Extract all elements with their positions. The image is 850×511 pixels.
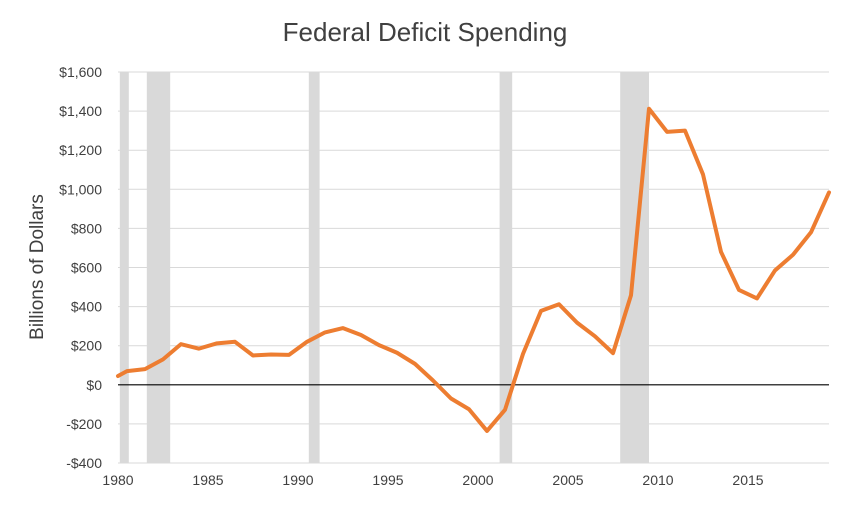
x-tick-label: 1980 [102,472,133,488]
x-tick-label: 2005 [552,472,583,488]
y-tick-label: $1,000 [59,181,102,197]
y-tick-label: $600 [71,260,102,276]
y-tick-label: $0 [86,377,102,393]
x-tick-labels: 1980 1985 1990 1995 2000 2005 2010 2015 [102,472,763,488]
x-tick-label: 1995 [372,472,403,488]
y-tick-label: $200 [71,338,102,354]
x-tick-label: 1985 [192,472,223,488]
series-line-0 [116,106,831,433]
x-tick-label: 1990 [282,472,313,488]
y-tick-label: -$200 [66,416,102,432]
y-tick-label: $800 [71,220,102,236]
y-tick-label: $400 [71,299,102,315]
series-lines [116,106,831,433]
y-tick-labels: -$400 -$200 $0 $200 $400 $600 $800 $1,000 $1,200… [59,64,102,471]
y-tick-label: $1,600 [59,64,102,80]
x-tick-label: 2000 [462,472,493,488]
x-tick-label: 2015 [732,472,763,488]
y-tick-label: -$400 [66,455,102,471]
gridlines [118,71,829,464]
y-tick-label: $1,400 [59,103,102,119]
y-axis-label: Billions of Dollars [27,194,48,340]
chart-title: Federal Deficit Spending [283,17,568,47]
y-tick-label: $1,200 [59,142,102,158]
x-tick-label: 2010 [642,472,673,488]
